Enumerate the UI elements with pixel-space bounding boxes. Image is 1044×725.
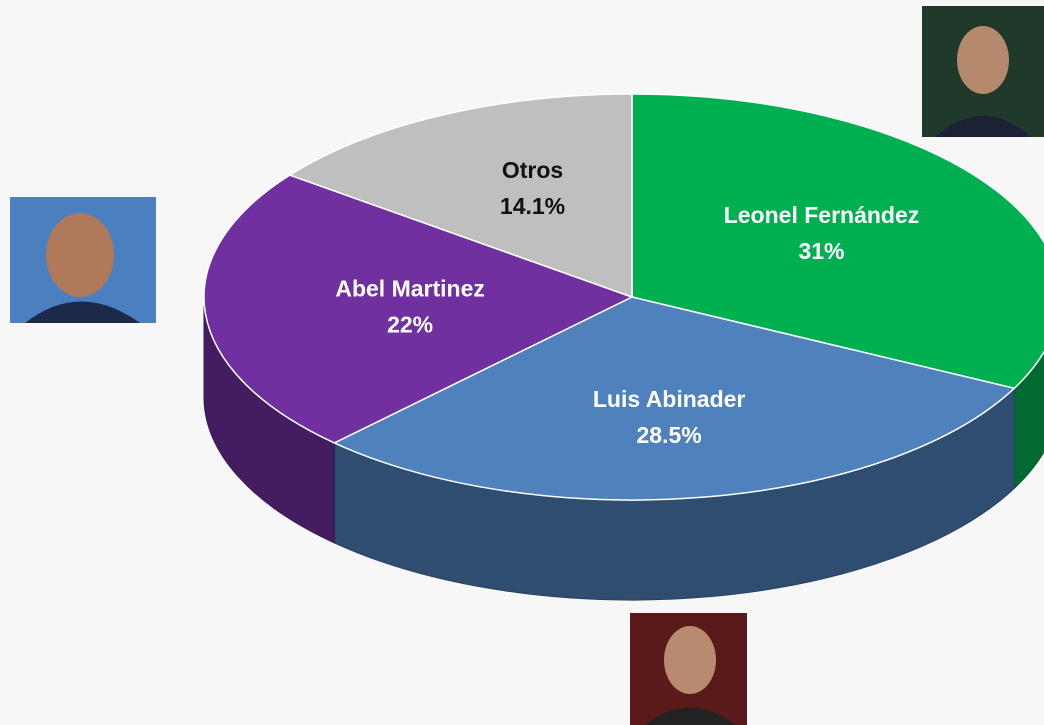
value-label: 28.5% <box>637 422 702 448</box>
slice-label: Abel Martinez <box>335 276 485 302</box>
slice-label: Leonel Fernández <box>724 202 920 228</box>
value-label: 14.1% <box>500 193 565 219</box>
photo-face <box>664 626 716 694</box>
photo-face <box>46 213 114 297</box>
slice-label: Otros <box>502 157 563 183</box>
page: {"chart_data": {"type": "pie", "categori… <box>0 0 1044 725</box>
photo-face <box>957 26 1009 94</box>
slice-label: Luis Abinader <box>593 386 746 412</box>
chart: Leonel Fernández 31% Luis Abinader 28.5% Abe… <box>0 0 1044 725</box>
value-label: 31% <box>798 238 844 264</box>
value-label: 22% <box>387 312 433 338</box>
